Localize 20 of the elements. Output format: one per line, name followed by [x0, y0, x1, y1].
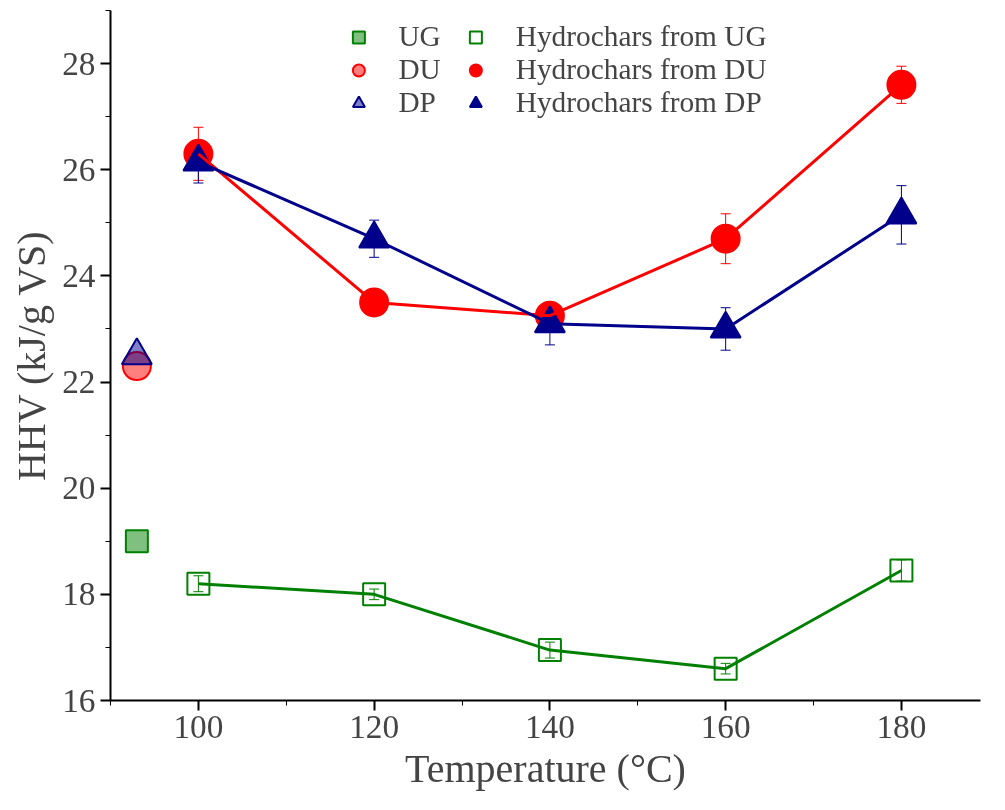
y-tick-label: 16 [62, 681, 96, 719]
x-tick-label: 100 [173, 707, 224, 745]
x-tick-label: 160 [700, 707, 751, 745]
legend-label: DU [398, 53, 441, 86]
x-axis-title: Temperature (°C) [405, 745, 686, 791]
legend-label: DP [398, 86, 436, 119]
legend-label: UG [398, 20, 441, 53]
y-tick-label: 24 [62, 256, 96, 294]
y-tick-label: 26 [62, 150, 96, 188]
x-tick-label: 180 [876, 707, 927, 745]
x-tick-label: 120 [349, 707, 400, 745]
y-axis-title: HHV (kJ/g VS) [9, 231, 55, 482]
x-tick-label: 140 [524, 707, 575, 745]
legend-label: Hydrochars from DU [515, 53, 767, 86]
y-tick-label: 28 [62, 44, 96, 82]
y-tick-label: 22 [62, 363, 96, 401]
y-tick-label: 18 [62, 575, 96, 613]
legend-label: Hydrochars from UG [515, 20, 767, 53]
y-tick-label: 20 [62, 469, 96, 507]
legend-label: Hydrochars from DP [515, 86, 762, 119]
